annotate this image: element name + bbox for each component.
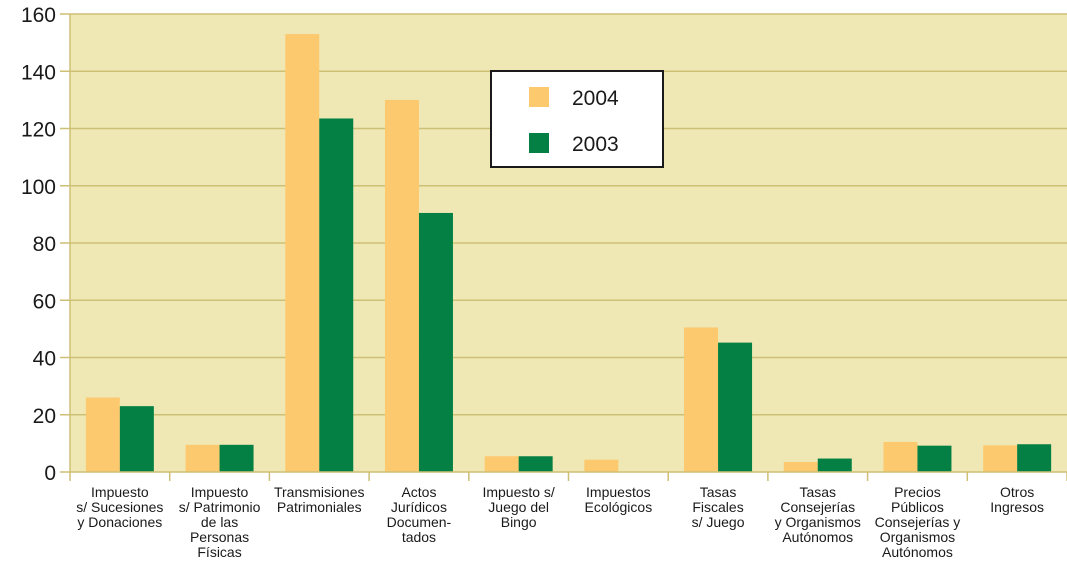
bar-2004-5 [584,459,619,472]
bar-2004-2 [285,34,320,472]
category-label: Actos Jurídicos Documen-tados [387,484,452,545]
category-label: Tasas Fiscales s/ Juego [692,484,745,530]
y-tick-label: 140 [21,61,56,84]
bars [85,34,1052,472]
bar-2004-9 [983,445,1018,472]
category-label: Impuesto s/ Patrimonio de las Personas Físic… [179,484,261,560]
y-tick-label: 160 [21,4,56,27]
bar-2003-1 [219,444,254,472]
category-label: Otros Ingresos [990,484,1044,515]
bar-2004-3 [384,99,419,472]
bar-2004-6 [684,327,719,472]
category-label: Precios Públicos Consejerías y Organismos Au… [875,484,961,560]
bar-2003-0 [119,406,154,472]
legend-label-2004: 2004 [572,87,619,110]
category-labels: Impuesto s/ Sucesiones y Donaciones Impuest… [76,484,1044,560]
bar-2003-7 [817,458,852,472]
y-tick-label: 40 [33,348,56,371]
bar-2003-9 [1017,444,1052,472]
y-tick-label: 120 [21,119,56,142]
y-tick-label: 20 [33,405,56,428]
legend-box [490,70,664,168]
legend: 2004 2003 [490,70,664,168]
bar-2004-8 [883,441,918,472]
category-label: Impuestos Ecológicos [584,484,652,515]
axes [60,13,1067,481]
bar-2004-1 [185,444,220,472]
y-tick-label: 80 [33,233,56,256]
category-label: Impuesto s/Juego del Bingo [482,484,554,530]
bar-2004-7 [783,461,818,472]
category-label: Tasas Consejerías y Organismos Autónomos [775,484,861,545]
y-tick-label: 0 [44,462,56,485]
legend-swatch-2004 [529,87,549,107]
bar-2003-6 [718,342,753,472]
bar-2003-2 [319,118,354,472]
y-tick-label: 60 [33,290,56,313]
y-tick-label: 100 [21,176,56,199]
bar-2003-3 [418,212,453,472]
y-tick-labels: 0 20 40 60 80 100 120 140 160 [21,4,56,485]
category-label: Transmisiones Patrimoniales [274,484,365,515]
category-label: Impuesto s/ Sucesiones y Donaciones [76,484,163,530]
bar-2004-0 [85,397,120,472]
bar-2004-4 [484,456,519,472]
bar-2003-8 [917,445,952,472]
legend-swatch-2003 [529,133,549,153]
legend-label-2003: 2003 [572,133,619,156]
bar-2003-4 [518,456,553,472]
